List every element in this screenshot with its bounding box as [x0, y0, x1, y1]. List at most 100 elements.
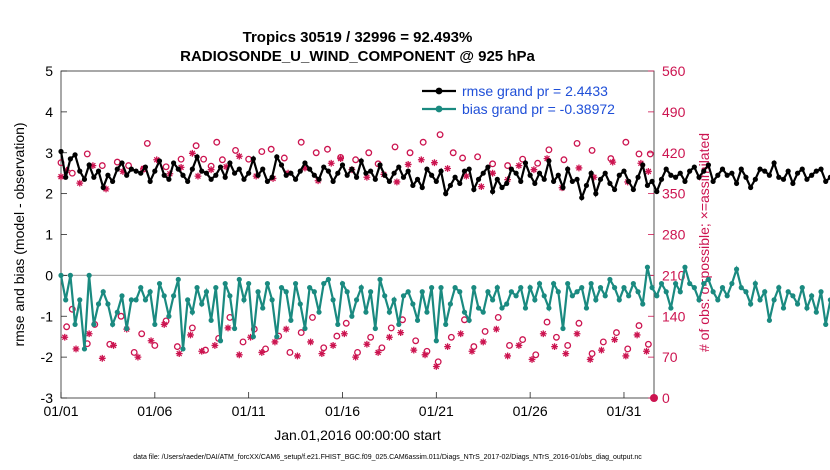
- obs-assimilated-marker: [489, 169, 497, 177]
- obs-assimilated-marker: [539, 330, 547, 338]
- obs-possible-marker: [622, 138, 630, 146]
- obs-possible-marker: [342, 319, 350, 327]
- obs-assimilated-marker: [492, 325, 500, 333]
- bias-point: [644, 264, 651, 270]
- rmse-point: [513, 170, 519, 176]
- bias-point: [283, 289, 289, 295]
- bias-point: [494, 285, 500, 291]
- obs-possible-marker: [599, 338, 607, 346]
- obs-possible-marker: [406, 149, 414, 157]
- y2-tick-label: 280: [662, 227, 686, 243]
- rmse-point: [611, 186, 618, 193]
- obs-possible-marker: [68, 169, 76, 177]
- obs-assimilated-marker: [352, 353, 360, 361]
- obs-possible-marker: [125, 162, 133, 170]
- rmse-point: [100, 184, 106, 191]
- obs-assimilated-marker: [224, 324, 232, 332]
- rmse-point: [607, 180, 613, 187]
- bias-point: [241, 297, 247, 303]
- bias-point: [302, 325, 308, 332]
- rmse-point: [438, 168, 444, 174]
- obs-assimilated-marker: [235, 152, 243, 160]
- rmse-point: [508, 166, 514, 172]
- obs-possible-marker: [258, 148, 266, 156]
- bias-point: [447, 301, 453, 307]
- rmse-point: [794, 170, 801, 176]
- obs-assimilated-marker: [421, 351, 429, 359]
- bias-point: [780, 305, 787, 311]
- rmse-point: [687, 168, 693, 174]
- bias-point: [719, 285, 726, 291]
- bias-point: [175, 276, 181, 283]
- obs-possible-marker: [387, 324, 395, 332]
- bias-point: [236, 276, 242, 283]
- rmse-point: [710, 178, 716, 184]
- bias-point: [278, 285, 285, 291]
- rmse-point: [475, 176, 482, 182]
- obs-possible-marker: [286, 349, 294, 356]
- chart-subtitle: RADIOSONDE_U_WIND_COMPONENT @ 925 hPa: [180, 48, 535, 65]
- rmse-point: [499, 184, 505, 191]
- bias-point: [400, 293, 407, 299]
- x-tick-label: 01/21: [419, 403, 454, 419]
- obs-assimilated-marker: [444, 343, 451, 351]
- rmse-point: [91, 174, 97, 180]
- rmse-point: [86, 162, 92, 168]
- obs-possible-marker: [447, 333, 455, 341]
- bias-point: [330, 297, 336, 303]
- rmse-point: [391, 170, 397, 176]
- bias-point: [705, 276, 712, 283]
- bias-point: [532, 297, 538, 303]
- obs-possible-marker: [506, 341, 513, 349]
- obs-assimilated-marker: [337, 155, 345, 162]
- rmse-point: [480, 170, 486, 176]
- obs-assimilated-marker: [327, 159, 335, 167]
- obs-possible-marker: [320, 344, 328, 352]
- bias-point: [485, 289, 491, 295]
- obs-assimilated-marker: [207, 166, 215, 174]
- rmse-point: [719, 166, 726, 172]
- obs-possible-marker: [607, 155, 615, 163]
- rmse-point: [175, 166, 181, 172]
- rmse-point: [325, 168, 332, 174]
- rmse-point: [424, 166, 430, 172]
- bias-point: [344, 289, 350, 295]
- rmse-point: [161, 172, 167, 178]
- obs-assimilated-marker: [432, 363, 440, 370]
- rmse-point: [372, 176, 378, 182]
- y-tick-label: 5: [45, 63, 53, 79]
- obs-assimilated-marker: [198, 347, 206, 355]
- bias-point: [804, 305, 810, 311]
- obs-possible-marker: [588, 146, 596, 154]
- y2-tick-label: 560: [662, 63, 686, 79]
- bias-point: [231, 325, 238, 332]
- obs-possible-marker: [646, 150, 654, 158]
- rmse-point: [227, 160, 233, 166]
- obs-assimilated-marker: [187, 331, 194, 339]
- y2-tick-label: 210: [662, 267, 686, 283]
- obs-assimilated-marker: [479, 338, 487, 346]
- obs-possible-marker: [192, 142, 200, 150]
- bias-point: [457, 289, 463, 295]
- obs-assimilated-marker: [457, 330, 465, 338]
- obs-assimilated-marker: [363, 340, 371, 348]
- obs-possible-marker: [297, 329, 305, 337]
- bias-point: [429, 285, 435, 291]
- obs-possible-marker: [297, 138, 305, 146]
- rmse-point: [231, 170, 238, 176]
- rmse-point: [222, 174, 228, 180]
- bias-point: [471, 285, 477, 291]
- rmse-point: [344, 172, 350, 178]
- rmse-point: [429, 172, 435, 178]
- bias-point: [194, 285, 200, 291]
- obs-assimilated-marker: [431, 159, 438, 167]
- bias-point: [466, 317, 472, 323]
- rmse-point: [490, 188, 496, 195]
- rmse-point: [156, 158, 163, 164]
- rmse-point: [752, 176, 758, 182]
- y-tick-label: 2: [45, 186, 53, 202]
- y-tick-label: 0: [45, 267, 53, 283]
- rmse-point: [809, 172, 815, 178]
- obs-assimilated-marker: [644, 168, 652, 175]
- legend-label: rmse grand pr = 2.4433: [462, 83, 608, 99]
